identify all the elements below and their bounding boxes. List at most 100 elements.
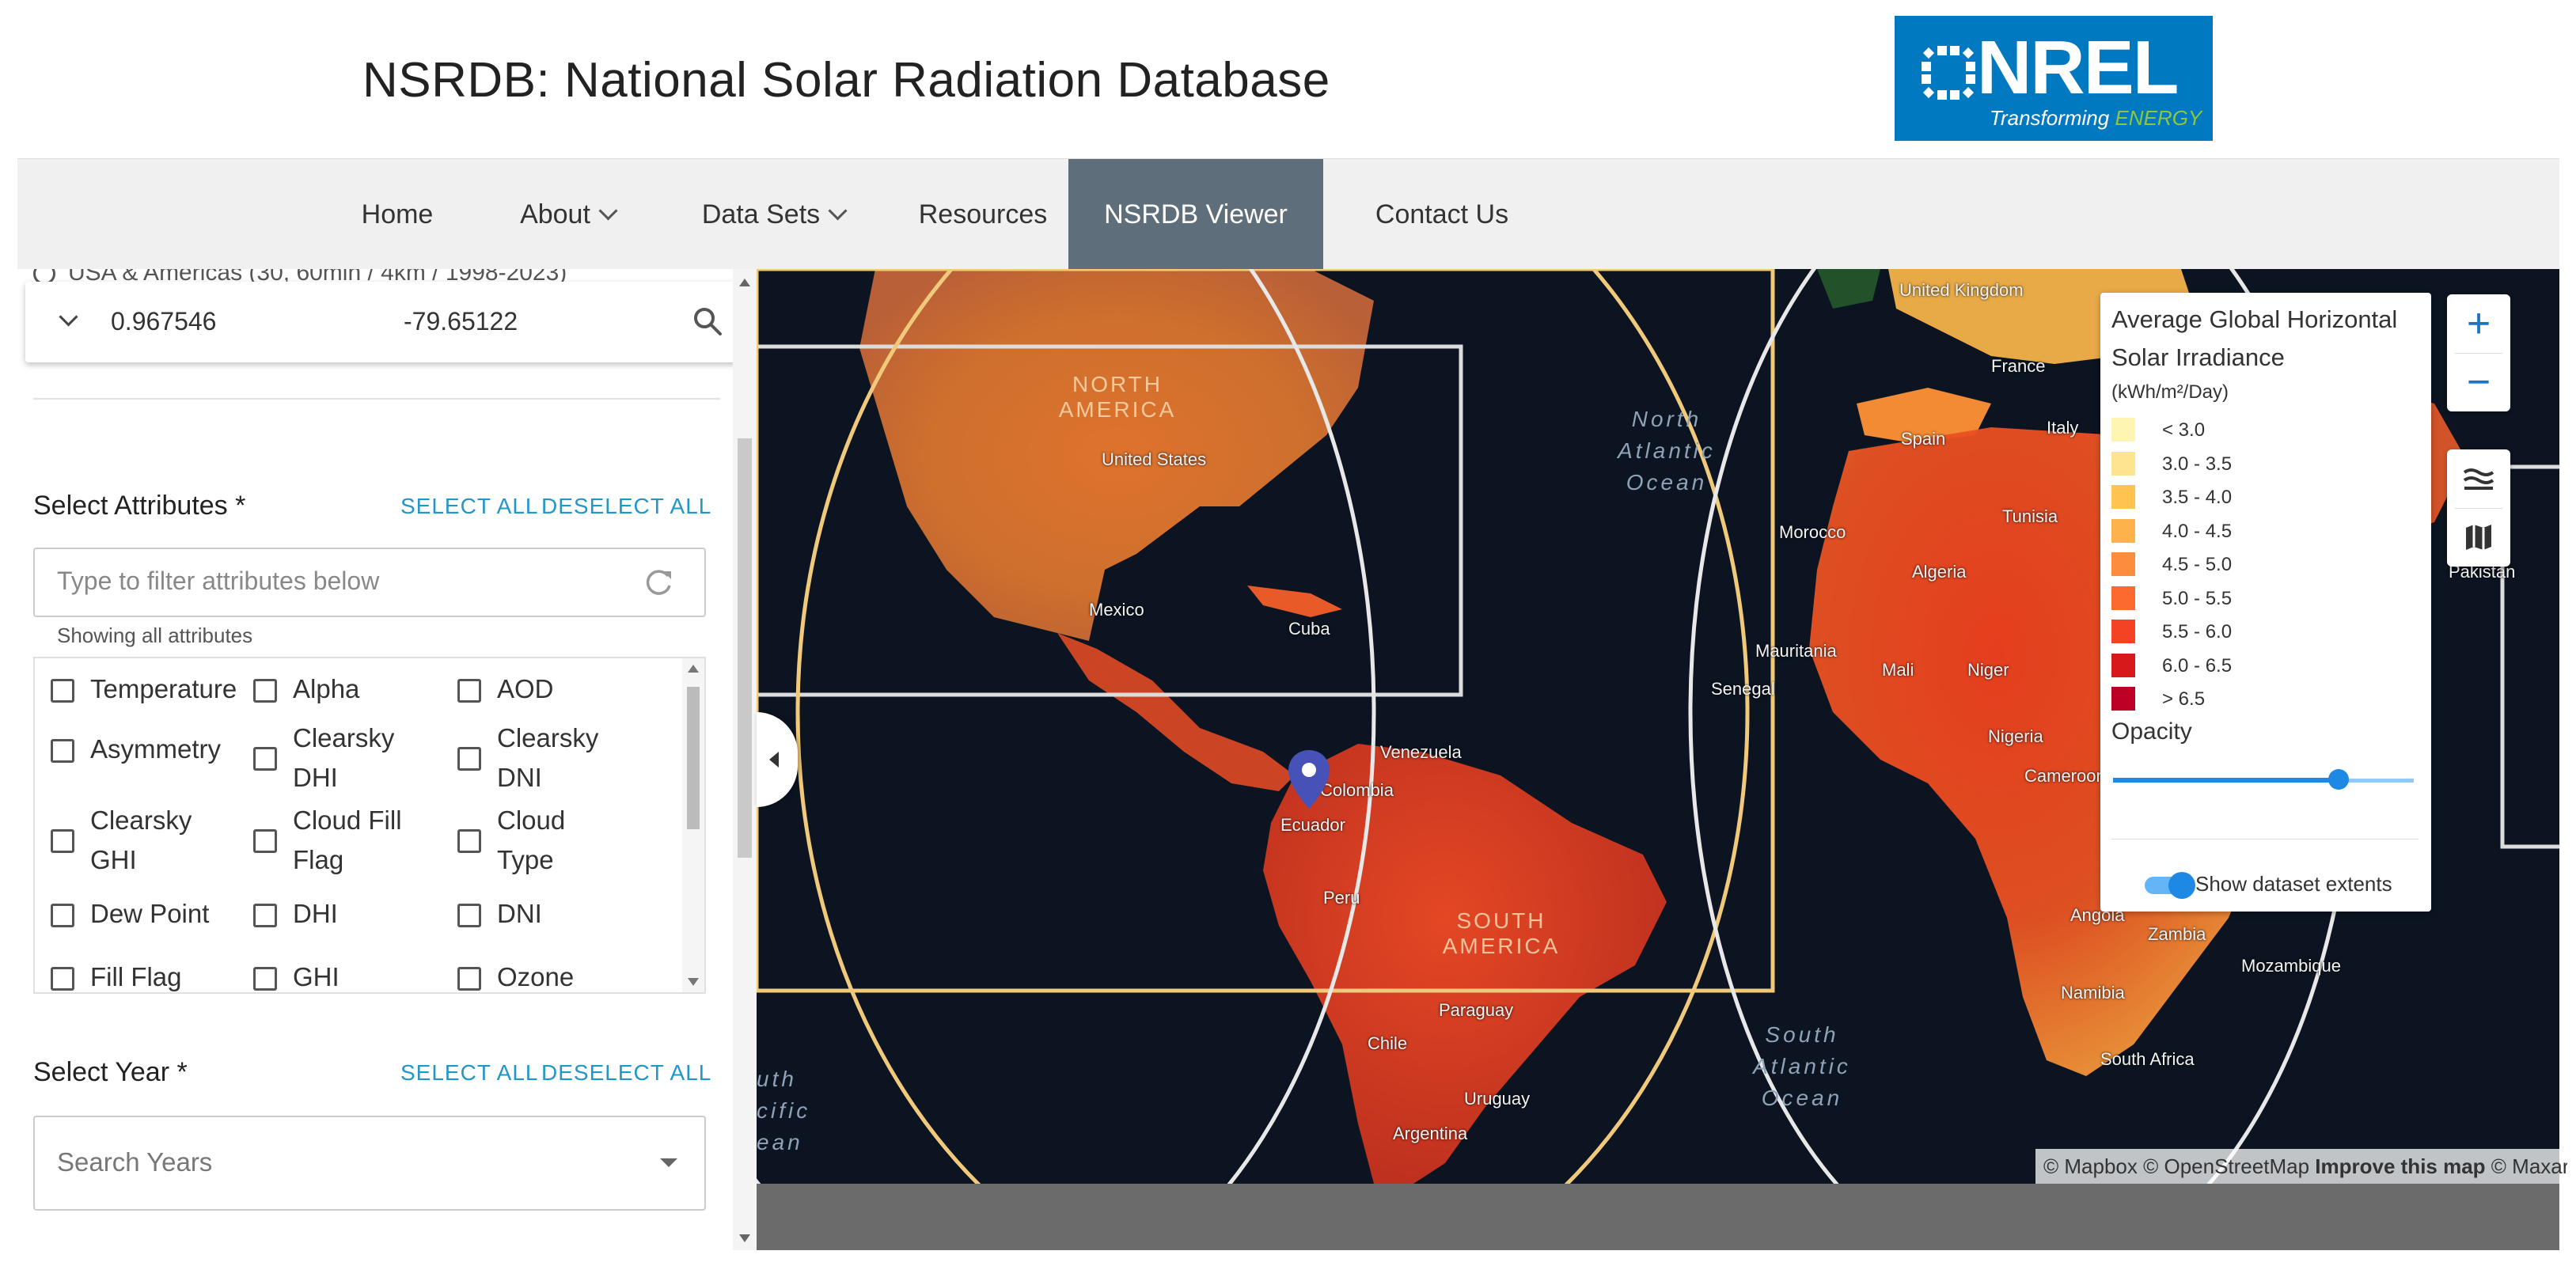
attribute-list-scrollbar[interactable] (682, 658, 704, 992)
scroll-thumb[interactable] (738, 438, 752, 858)
year-select[interactable]: Search Years (33, 1116, 706, 1211)
map-label-algeria: Algeria (1912, 562, 1967, 582)
checkbox[interactable] (253, 747, 277, 771)
scroll-thumb[interactable] (687, 687, 700, 829)
attribute-label: Clearsky DHI (293, 723, 395, 792)
map-label-mauritania: Mauritania (1755, 641, 1837, 661)
opacity-label: Opacity (2111, 718, 2192, 745)
attribute-filter-input[interactable]: Type to filter attributes below (33, 548, 706, 617)
checkbox[interactable] (457, 829, 481, 853)
legend-item-label: 5.0 - 5.5 (2162, 587, 2233, 609)
nav-resources-label: Resources (918, 199, 1048, 229)
site-title: NSRDB: National Solar Radiation Database (362, 53, 1330, 108)
legend-item-label: 5.5 - 6.0 (2162, 621, 2233, 642)
nrel-logo[interactable]: NREL Transforming ENERGY (1895, 16, 2213, 141)
map-label-united-kingdom: United Kingdom (1899, 280, 2024, 300)
checkbox[interactable] (51, 739, 74, 763)
legend-swatch (2111, 518, 2135, 543)
legend-title: Average Global Horizontal Solar Irradian… (2111, 305, 2398, 371)
checkbox[interactable] (253, 829, 277, 853)
attribution-maxar[interactable]: © Maxar (2491, 1154, 2567, 1178)
nav-data-sets[interactable]: Data Sets (674, 159, 872, 270)
legend-item-label: > 6.5 (2162, 688, 2206, 710)
checkbox[interactable] (457, 967, 481, 991)
map-marker-icon[interactable] (1285, 749, 1333, 812)
attribute-label: Ozone (497, 962, 575, 991)
checkbox[interactable] (457, 679, 481, 703)
improve-this-map-link[interactable]: Improve this map (2315, 1154, 2486, 1178)
checkbox[interactable] (51, 967, 74, 991)
checkbox[interactable] (51, 904, 74, 927)
nav-home[interactable]: Home (342, 159, 453, 270)
attributes-deselect-all[interactable]: DESELECT ALL (541, 494, 712, 518)
legend-item-label: 6.0 - 6.5 (2162, 654, 2233, 677)
latitude-value[interactable]: 0.967546 (111, 307, 217, 335)
nav-nsrdb-viewer[interactable]: NSRDB Viewer (1068, 159, 1323, 270)
nav-data-sets-label: Data Sets (701, 199, 821, 229)
attribute-label: AOD (497, 674, 554, 703)
map-label-nigeria: Nigeria (1988, 726, 2043, 746)
nav-contact-us-label: Contact Us (1375, 199, 1509, 229)
divider (2455, 508, 2502, 509)
map-label-niger: Niger (1967, 660, 2009, 680)
checkbox[interactable] (457, 747, 481, 771)
checkbox[interactable] (253, 967, 277, 991)
map-footer-bar (757, 1184, 2559, 1250)
layers-button[interactable] (2447, 449, 2510, 508)
map-label-cameroon: Cameroon (2024, 766, 2106, 786)
scroll-up-icon[interactable] (688, 665, 699, 673)
attribute-label: Cloud Type (497, 805, 566, 874)
scroll-down-icon[interactable] (739, 1234, 750, 1242)
scroll-up-icon[interactable] (739, 279, 750, 286)
chevron-left-icon (769, 752, 779, 768)
chevron-down-icon[interactable] (59, 307, 78, 327)
map-icon (2466, 525, 2491, 550)
layer-controls (2447, 449, 2510, 567)
map-label-morocco: Morocco (1779, 522, 1846, 542)
map-label-united-states: United States (1102, 449, 1207, 469)
legend-swatch (2111, 451, 2135, 476)
nav-contact-us[interactable]: Contact Us (1347, 159, 1537, 270)
sidebar-scrollbar[interactable] (733, 269, 757, 1250)
toggle-knob[interactable] (2168, 872, 2195, 899)
checkbox[interactable] (51, 829, 74, 853)
zoom-in-button[interactable]: + (2466, 301, 2491, 347)
zoom-out-button[interactable]: − (2466, 359, 2491, 405)
checkbox[interactable] (51, 679, 74, 703)
legend-item-label: < 3.0 (2162, 419, 2206, 441)
checkbox[interactable] (253, 904, 277, 927)
coordinate-search-box[interactable]: 0.967546 -79.65122 (25, 282, 742, 362)
legend-swatch (2111, 620, 2135, 643)
dataset-extents-toggle[interactable] (2145, 872, 2195, 899)
attribute-label: DHI (293, 899, 338, 928)
checkbox[interactable] (253, 679, 277, 703)
year-deselect-all[interactable]: DESELECT ALL (541, 1060, 712, 1085)
attribute-label: Asymmetry (90, 734, 221, 764)
nav-about[interactable]: About (492, 159, 643, 270)
refresh-icon[interactable] (641, 565, 676, 600)
legend-swatch (2111, 653, 2135, 677)
map-label-venezuela: Venezuela (1380, 742, 1462, 762)
scroll-down-icon[interactable] (688, 978, 699, 986)
longitude-value[interactable]: -79.65122 (404, 307, 518, 335)
year-select-all[interactable]: SELECT ALL (400, 1060, 539, 1085)
showing-all-attributes: Showing all attributes (57, 624, 253, 647)
attribution-mapbox-osm[interactable]: © Mapbox © OpenStreetMap (2043, 1154, 2310, 1178)
legend-swatch (2111, 485, 2135, 509)
map-label-uruguay: Uruguay (1464, 1089, 1531, 1109)
checkbox[interactable] (457, 904, 481, 927)
map-label-spain: Spain (1901, 429, 1946, 449)
basemap-button[interactable] (2447, 508, 2510, 567)
opacity-slider-fill[interactable] (2113, 778, 2339, 783)
map-label-south-atlantic: South Atlantic Ocean (1753, 1022, 1851, 1110)
map-label-france: France (1991, 356, 2046, 376)
map-label-south-africa: South Africa (2100, 1049, 2195, 1069)
caret-down-icon[interactable] (660, 1158, 677, 1167)
opacity-slider-handle[interactable] (2328, 769, 2349, 790)
map-label-mozambique: Mozambique (2241, 956, 2341, 976)
divider (33, 398, 720, 400)
map-label-peru: Peru (1323, 888, 1360, 908)
attributes-select-all[interactable]: SELECT ALL (400, 494, 539, 518)
nav-resources[interactable]: Resources (896, 159, 1070, 270)
search-icon[interactable] (692, 305, 723, 337)
